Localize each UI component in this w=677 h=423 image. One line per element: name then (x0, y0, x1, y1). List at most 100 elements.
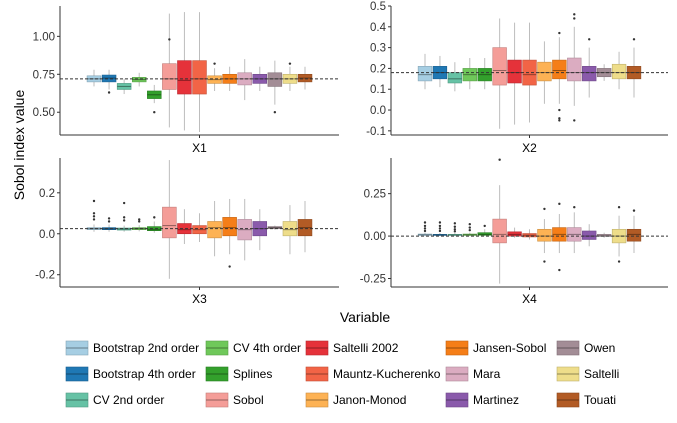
box-body (582, 66, 597, 82)
box-splines (147, 84, 162, 114)
box-bootstrap-4th-order (432, 55, 448, 88)
box-sobol (162, 160, 177, 279)
outlier-point (92, 199, 96, 203)
box-body (507, 59, 522, 84)
box-jansen-sobol (222, 198, 237, 268)
box-body (162, 206, 177, 239)
y-tick-label: 0.0 (370, 105, 386, 117)
box-jansen-sobol (552, 31, 567, 122)
y-axis-title: Sobol index value (11, 90, 27, 201)
box-body (522, 59, 537, 86)
panel-x4: -0.25 0.00 0.25 X4 (360, 158, 668, 306)
box-owen (267, 60, 283, 114)
legend-label: Jansen-Sobol (473, 341, 546, 355)
outlier-point (498, 158, 501, 161)
box-body (222, 217, 237, 237)
box-saltelli-2002 (177, 12, 192, 131)
outlier-point (213, 62, 216, 65)
outlier-point (558, 117, 561, 120)
outlier-point (453, 230, 457, 233)
outlier-point (468, 226, 471, 229)
outlier-point (122, 216, 126, 219)
y-tick-label: 0.5 (370, 1, 386, 13)
legend-item-bootstrap-4th-order: Bootstrap 4th order (65, 366, 196, 382)
box-jansen-sobol (552, 202, 567, 272)
legend-item-owen: Owen (556, 340, 615, 356)
outlier-point (453, 225, 457, 228)
box-body (207, 221, 222, 239)
box-cv-4th-order (462, 222, 477, 237)
box-saltelli (282, 205, 298, 255)
outlier-point (543, 207, 546, 211)
box-body (552, 59, 567, 80)
outlier-point (573, 206, 576, 209)
legend-item-jansen-sobol: Jansen-Sobol (445, 340, 546, 356)
box-mauntz-kucherenko (192, 213, 207, 242)
legend-label: Janon-Monod (333, 393, 406, 407)
outlier-point (617, 206, 621, 209)
box-touati (626, 209, 642, 254)
legend-item-splines: Splines (205, 366, 272, 382)
box-sobol (492, 158, 507, 284)
box-body (626, 228, 642, 242)
box-janon-monod (537, 41, 552, 104)
outlier-point (107, 220, 111, 223)
panel-x2: -0.1 0.0 0.1 0.2 0.3 0.4 0.5 X2 (366, 1, 668, 155)
outlier-point (453, 222, 457, 225)
outlier-point (122, 201, 126, 205)
outlier-point (573, 119, 576, 122)
box-touati (626, 38, 642, 98)
y-tick-label: 1.00 (33, 31, 55, 43)
outlier-point (438, 227, 442, 230)
box-janon-monod (537, 207, 552, 263)
box-janon-monod (207, 201, 222, 257)
legend-item-bootstrap-2nd-order: Bootstrap 2nd order (65, 340, 199, 356)
box-body (567, 57, 582, 82)
panel-x3: -0.2 0.0 0.2 X3 (35, 158, 339, 306)
legend-item-touati: Touati (556, 392, 616, 408)
legend-label: Touati (584, 393, 616, 407)
y-tick-label: 0.00 (364, 231, 386, 243)
box-owen (596, 232, 612, 238)
outlier-point (273, 111, 277, 114)
outlier-point (92, 215, 96, 218)
panel-title: X3 (192, 292, 207, 306)
legend-label: Mauntz-Kucherenko (333, 367, 441, 381)
outlier-point (92, 218, 96, 221)
outlier-point (543, 260, 546, 263)
outlier-point (468, 228, 471, 232)
legend-item-saltelli: Saltelli (556, 366, 619, 382)
legend-label: Mara (473, 367, 501, 381)
outlier-point (558, 119, 561, 122)
outlier-point (228, 265, 231, 268)
outlier-point (438, 229, 442, 233)
box-saltelli-2002 (507, 227, 522, 238)
box-martinez (252, 209, 268, 251)
box-mauntz-kucherenko (522, 229, 537, 240)
legend-item-saltelli-2002: Saltelli 2002 (305, 340, 399, 356)
box-saltelli (282, 62, 298, 91)
legend-label: Martinez (473, 393, 519, 407)
box-mara (237, 198, 252, 261)
outlier-point (153, 216, 156, 219)
panel-title: X4 (522, 292, 537, 306)
outlier-point (122, 219, 126, 222)
box-janon-monod (207, 62, 222, 91)
box-body (417, 66, 433, 82)
legend-item-mauntz-kucherenko: Mauntz-Kucherenko (305, 366, 441, 382)
outlier-point (573, 13, 576, 16)
box-splines (147, 216, 162, 233)
box-cv-4th-order (131, 72, 147, 87)
box-bootstrap-2nd-order (86, 69, 102, 87)
outlier-point (423, 227, 427, 230)
outlier-point (588, 38, 591, 41)
box-saltelli-2002 (177, 209, 192, 244)
box-martinez (582, 224, 597, 247)
box-body (177, 60, 192, 95)
box-body (492, 218, 507, 244)
box-bootstrap-4th-order (101, 69, 117, 94)
panel-x1: 0.50 0.75 1.00 X1 (33, 6, 339, 155)
outlier-point (138, 220, 141, 223)
box-sobol (162, 13, 177, 128)
